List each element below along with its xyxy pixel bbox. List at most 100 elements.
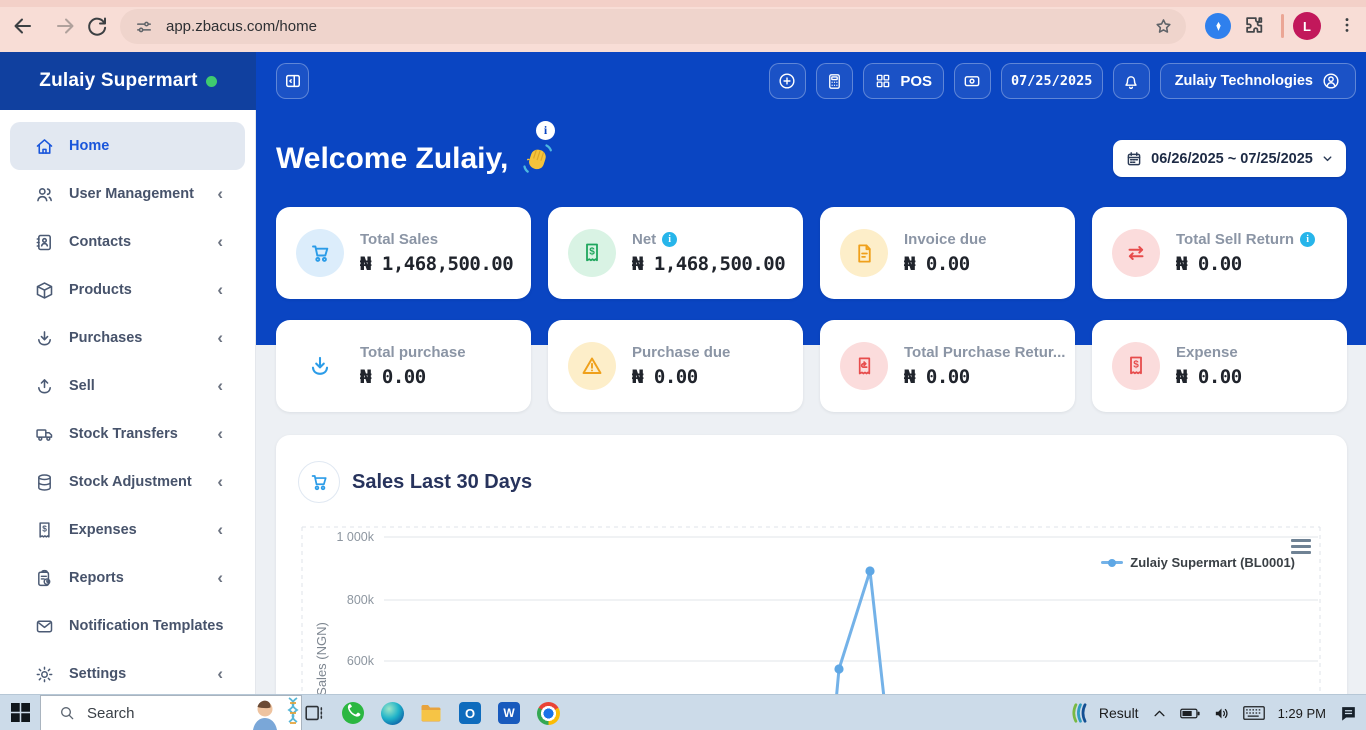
user-circle-icon bbox=[1323, 73, 1339, 89]
stat-card-total-sales: Total Sales ₦ 1,468,500.00 bbox=[276, 207, 531, 299]
arrow-up-tray-icon bbox=[38, 378, 51, 393]
stat-value: ₦ 0.00 bbox=[1176, 253, 1242, 275]
clock[interactable]: 1:29 PM bbox=[1277, 705, 1326, 721]
info-icon[interactable]: i bbox=[662, 232, 678, 247]
sidebar-item-user-management[interactable]: User Management ‹ bbox=[10, 170, 245, 218]
date-range-picker[interactable]: 06/26/2025 ~ 07/25/2025 bbox=[1113, 140, 1346, 177]
browser-menu-icon[interactable] bbox=[1337, 14, 1357, 36]
receipt-dollar-icon: $ bbox=[1112, 342, 1160, 390]
stat-value: ₦ 0.00 bbox=[632, 366, 698, 388]
stat-label: Invoice due bbox=[904, 231, 987, 248]
chevron-left-icon: ‹ bbox=[217, 376, 223, 395]
touch-keyboard-icon[interactable] bbox=[1242, 705, 1265, 721]
sidebar-item-label: Stock Adjustment bbox=[69, 474, 192, 490]
date-range-text: 06/26/2025 ~ 07/25/2025 bbox=[1151, 150, 1313, 167]
sidebar-item-stock-transfers[interactable]: Stock Transfers ‹ bbox=[10, 410, 245, 458]
stat-card-invoice-due: Invoice due ₦ 0.00 bbox=[820, 207, 1075, 299]
search-icon bbox=[61, 707, 74, 720]
start-button-icon[interactable] bbox=[11, 703, 30, 722]
data-point[interactable] bbox=[865, 566, 875, 576]
back-icon[interactable] bbox=[11, 14, 35, 38]
file-explorer-icon[interactable] bbox=[419, 701, 443, 725]
pen-drop-glyph-icon bbox=[1215, 21, 1221, 31]
panel-collapse-icon bbox=[285, 74, 300, 88]
calculator-button[interactable] bbox=[815, 63, 853, 99]
info-icon[interactable]: i bbox=[1300, 232, 1316, 247]
envelope-icon bbox=[36, 620, 53, 632]
task-view-icon[interactable] bbox=[302, 701, 326, 725]
sidebar-item-products[interactable]: Products ‹ bbox=[10, 266, 245, 314]
chart-menu-icon[interactable] bbox=[1291, 539, 1311, 554]
sidebar-item-settings[interactable]: Settings ‹ bbox=[10, 650, 245, 698]
quick-add-button[interactable] bbox=[768, 63, 806, 99]
brand-name: Zulaiy Supermart bbox=[39, 70, 198, 91]
cash-register-button[interactable] bbox=[953, 63, 991, 99]
sidebar-item-reports[interactable]: Reports ‹ bbox=[10, 554, 245, 602]
sidebar-item-expenses[interactable]: $ Expenses ‹ bbox=[10, 506, 245, 554]
home-icon bbox=[36, 138, 53, 154]
header-info-icon[interactable]: i bbox=[536, 121, 555, 140]
site-info-icon[interactable] bbox=[134, 17, 154, 37]
reload-icon[interactable] bbox=[85, 14, 109, 38]
outlook-icon[interactable]: O bbox=[458, 701, 482, 725]
chevron-left-icon: ‹ bbox=[217, 280, 223, 299]
arrows-swap-icon bbox=[1112, 229, 1160, 277]
speaker-icon[interactable] bbox=[1213, 705, 1230, 722]
svg-text:$: $ bbox=[1133, 360, 1139, 371]
chevron-up-icon[interactable] bbox=[1152, 706, 1167, 721]
sidebar-item-label: Products bbox=[69, 282, 132, 298]
sidebar-item-stock-adjustment[interactable]: Stock Adjustment ‹ bbox=[10, 458, 245, 506]
arrow-down-tray-icon bbox=[296, 342, 344, 390]
svg-text:$: $ bbox=[42, 523, 47, 533]
stat-value: ₦ 0.00 bbox=[904, 366, 970, 388]
receipt-return-icon bbox=[840, 342, 888, 390]
legend-marker bbox=[1101, 558, 1124, 567]
sidebar-item-purchases[interactable]: Purchases ‹ bbox=[10, 314, 245, 362]
data-point[interactable] bbox=[834, 664, 844, 674]
receipt-dollar-icon: $ bbox=[568, 229, 616, 277]
y-tick: 1 000k bbox=[336, 530, 374, 544]
database-icon bbox=[38, 473, 51, 491]
extension-badge-icon[interactable] bbox=[1205, 13, 1231, 39]
address-bar[interactable]: app.zbacus.com/home bbox=[120, 9, 1186, 44]
stat-value: ₦ 0.00 bbox=[360, 366, 426, 388]
y-tick: 800k bbox=[347, 593, 375, 607]
sidebar-toggle-button[interactable] bbox=[276, 63, 309, 99]
action-center-icon[interactable] bbox=[1339, 704, 1358, 723]
sidebar-item-label: Contacts bbox=[69, 234, 132, 250]
notifications-button[interactable] bbox=[1112, 63, 1150, 99]
whatsapp-icon[interactable] bbox=[341, 701, 365, 725]
welcome-heading: Welcome Zulaiy, bbox=[276, 142, 554, 176]
browser-toolbar: app.zbacus.com/home L bbox=[0, 0, 1366, 52]
word-icon[interactable]: W bbox=[497, 701, 521, 725]
chart-legend[interactable]: Zulaiy Supermart (BL0001) bbox=[1101, 555, 1295, 570]
search-highlight-image[interactable] bbox=[249, 696, 301, 730]
pos-button[interactable]: POS bbox=[862, 63, 944, 99]
news-widget[interactable]: Result bbox=[1069, 702, 1139, 724]
sidebar-item-contacts[interactable]: Contacts ‹ bbox=[10, 218, 245, 266]
bookmark-star-icon[interactable] bbox=[1153, 16, 1174, 37]
url-text[interactable]: app.zbacus.com/home bbox=[166, 18, 317, 35]
receipt-dollar-icon: $ bbox=[39, 521, 50, 538]
header-date-button[interactable]: 07/25/2025 bbox=[1000, 63, 1103, 99]
truck-icon bbox=[36, 428, 53, 441]
edge-browser-icon[interactable] bbox=[380, 701, 404, 725]
stat-card-expense: $ Expense ₦ 0.00 bbox=[1092, 320, 1347, 412]
weather-widget-icon bbox=[1072, 703, 1087, 723]
chevron-left-icon: ‹ bbox=[217, 328, 223, 347]
online-status-dot bbox=[205, 75, 217, 87]
battery-icon[interactable] bbox=[1179, 706, 1200, 721]
chrome-icon[interactable] bbox=[536, 701, 560, 725]
sidebar-item-notification-templates[interactable]: Notification Templates bbox=[10, 602, 245, 650]
taskbar-search-box[interactable]: Search bbox=[40, 695, 302, 730]
company-menu-button[interactable]: Zulaiy Technologies bbox=[1159, 63, 1356, 99]
sidebar-item-home[interactable]: Home bbox=[10, 122, 245, 170]
svg-text:$: $ bbox=[589, 247, 595, 258]
stat-label: Total Purchase Retur... bbox=[904, 344, 1066, 361]
extensions-puzzle-icon[interactable] bbox=[1243, 14, 1265, 36]
forward-icon[interactable] bbox=[53, 14, 77, 38]
stat-card-total-sell-return: Total Sell Return i ₦ 0.00 bbox=[1092, 207, 1347, 299]
sidebar-item-label: Notification Templates bbox=[69, 618, 224, 634]
browser-profile-avatar[interactable]: L bbox=[1293, 12, 1321, 40]
sidebar-item-sell[interactable]: Sell ‹ bbox=[10, 362, 245, 410]
